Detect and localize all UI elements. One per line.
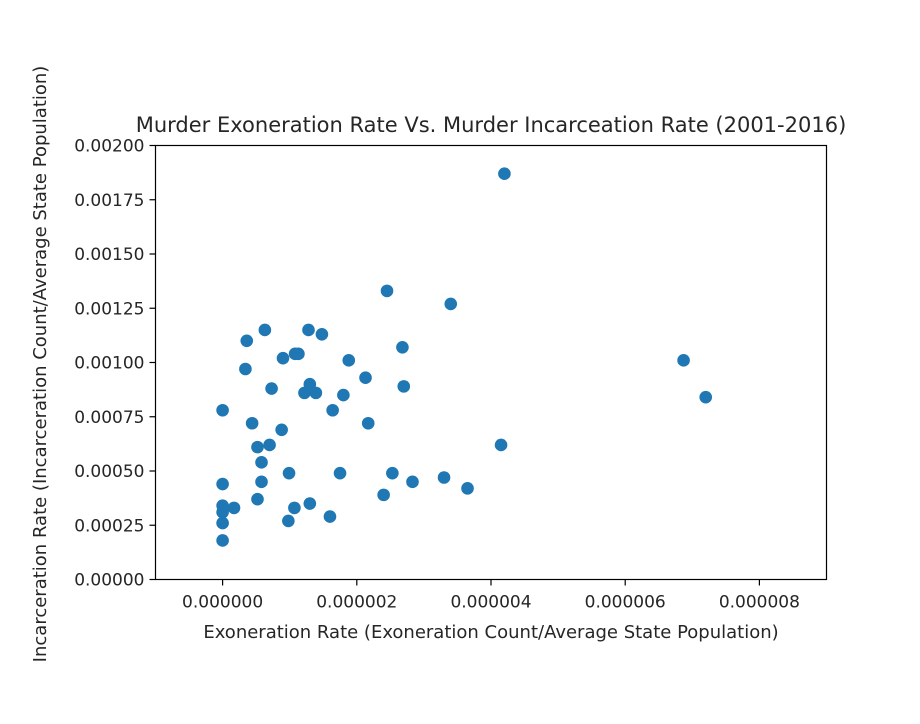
y-tick-label: 0.00075 (74, 408, 144, 428)
data-point (303, 497, 317, 510)
data-point (298, 386, 311, 400)
data-point (386, 466, 399, 480)
data-point (282, 514, 295, 528)
data-point (251, 440, 264, 454)
data-point (255, 475, 268, 489)
y-axis-label: Incarceration Rate (Incarceration Count/… (30, 66, 51, 663)
x-tick-label: 0.000000 (182, 593, 263, 613)
y-tick-label: 0.00000 (74, 571, 144, 591)
y-tick-label: 0.00175 (74, 191, 144, 211)
y-tick-label: 0.00150 (74, 245, 144, 265)
x-tick-label: 0.000006 (585, 593, 666, 613)
data-point (359, 371, 372, 384)
y-tick-label: 0.00050 (74, 462, 144, 482)
data-point (677, 354, 690, 367)
data-point (240, 334, 254, 348)
data-point (302, 323, 315, 337)
data-point (326, 403, 339, 417)
data-point (397, 380, 411, 393)
data-point (315, 327, 329, 341)
data-point (263, 438, 276, 452)
data-point (258, 323, 272, 337)
data-point (216, 505, 229, 519)
x-axis-label: Exoneration Rate (Exoneration Count/Aver… (203, 622, 778, 643)
data-point (216, 403, 229, 417)
data-point (396, 341, 409, 354)
data-point (265, 382, 278, 395)
data-points (216, 167, 713, 547)
data-point (377, 488, 390, 502)
data-point (498, 167, 511, 181)
y-axis: 0.00000 0.00025 0.00050 0.00075 0.00100 0.001… (74, 137, 156, 591)
data-point (227, 501, 241, 515)
data-point (323, 510, 337, 523)
data-point (342, 354, 356, 367)
data-point (437, 471, 451, 484)
data-point (494, 438, 508, 452)
data-point (444, 297, 458, 311)
data-point (380, 284, 394, 298)
axes-frame (154, 144, 828, 581)
chart-title: Murder Exoneration Rate Vs. Murder Incar… (136, 113, 847, 137)
x-tick-label: 0.000008 (719, 593, 800, 613)
data-point (255, 456, 268, 469)
data-point (292, 347, 305, 361)
x-tick-label: 0.000002 (316, 593, 397, 613)
data-point (699, 390, 713, 404)
data-point (216, 516, 229, 530)
data-point (288, 501, 301, 515)
plot-area (154, 144, 828, 581)
data-point (337, 388, 350, 402)
data-point (406, 475, 419, 489)
y-tick-label: 0.00100 (74, 354, 144, 374)
data-point (251, 492, 264, 506)
data-point (275, 423, 288, 437)
data-point (309, 386, 323, 400)
data-point (461, 482, 474, 495)
data-point (216, 477, 229, 491)
y-tick-label: 0.00025 (74, 516, 144, 536)
data-point (361, 416, 375, 430)
data-point (333, 466, 347, 480)
data-point (239, 362, 252, 376)
y-tick-label: 0.00125 (74, 299, 144, 319)
data-point (216, 534, 229, 547)
data-point (276, 351, 290, 365)
x-axis: 0.000000 0.000002 0.000004 0.000006 0.000008 (182, 579, 800, 613)
y-tick-label: 0.00200 (74, 137, 144, 157)
data-point (282, 466, 296, 480)
x-tick-label: 0.000004 (450, 593, 531, 613)
data-point (245, 416, 259, 430)
